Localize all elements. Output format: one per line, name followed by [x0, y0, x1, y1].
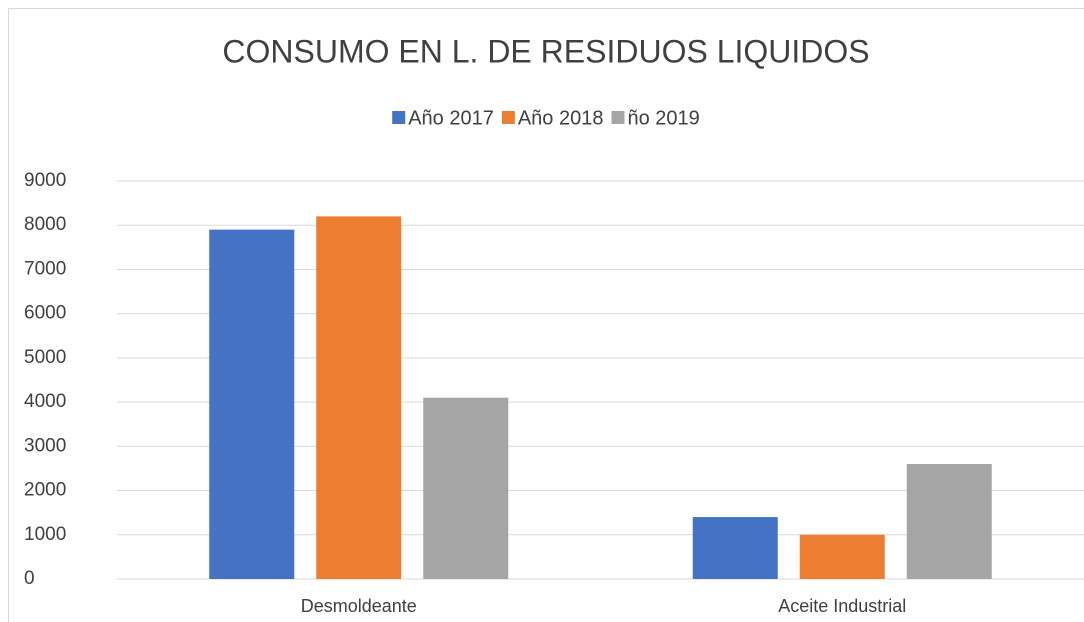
legend-swatch: [392, 111, 406, 124]
y-tick-label: 9000: [24, 170, 66, 191]
chart-border: [8, 8, 1084, 622]
y-tick-label: 2000: [24, 480, 66, 501]
bar: [692, 517, 778, 579]
y-tick-label: 3000: [24, 435, 66, 456]
legend-swatch: [501, 111, 515, 124]
x-tick-label: Desmoldeante: [301, 596, 417, 616]
legend-label: Año 2018: [518, 107, 604, 129]
legend-label: ño 2019: [627, 107, 699, 129]
bar: [799, 534, 885, 579]
legend-label: Año 2017: [408, 107, 494, 129]
bar: [209, 229, 295, 579]
y-tick-label: 7000: [24, 258, 66, 279]
chart-title: CONSUMO EN L. DE RESIDUOS LIQUIDOS: [222, 33, 869, 69]
y-tick-label: 5000: [24, 347, 66, 368]
legend-swatch: [611, 111, 625, 124]
y-tick-label: 6000: [24, 303, 66, 324]
y-tick-label: 4000: [24, 391, 66, 412]
bar: [316, 216, 402, 579]
bar: [423, 397, 509, 579]
y-tick-label: 8000: [24, 214, 66, 235]
y-tick-label: 0: [24, 568, 35, 589]
bar: [906, 464, 992, 579]
y-tick-label: 1000: [24, 524, 66, 545]
x-tick-label: Aceite Industrial: [778, 596, 906, 616]
